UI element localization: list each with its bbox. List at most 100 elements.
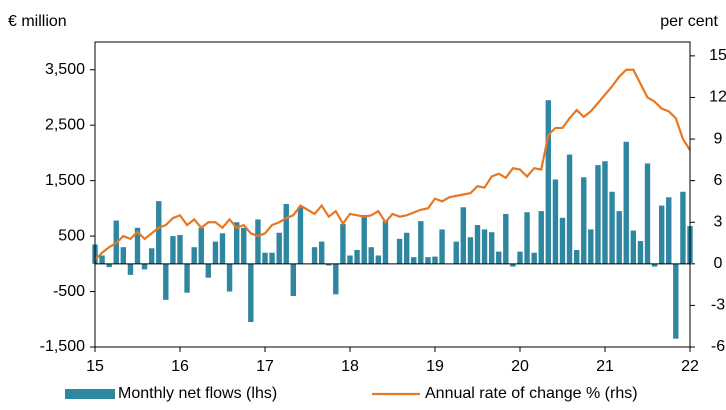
bar — [248, 264, 253, 322]
y2-tick-label: -3 — [711, 297, 725, 314]
bar — [354, 250, 359, 264]
bar — [454, 242, 459, 264]
y-tick-label: 1,500 — [45, 172, 85, 189]
plot-frame — [95, 42, 690, 347]
bar — [680, 192, 685, 264]
x-tick-label: 17 — [256, 358, 274, 375]
line — [95, 70, 690, 260]
x-tick-label: 21 — [596, 358, 614, 375]
bar — [418, 221, 423, 264]
bar — [383, 221, 388, 264]
bar — [411, 257, 416, 264]
bar — [560, 218, 565, 264]
bar — [121, 247, 126, 264]
bar — [347, 256, 352, 264]
bar — [340, 224, 345, 264]
bar — [227, 264, 232, 292]
y-tick-label: -1,500 — [40, 338, 85, 355]
y2-tick-label: 9 — [714, 130, 723, 147]
bar — [213, 242, 218, 264]
x-tick-label: 16 — [171, 358, 189, 375]
bar — [609, 192, 614, 264]
bar — [241, 228, 246, 264]
y-tick-label: 3,500 — [45, 61, 85, 78]
bar — [291, 264, 296, 296]
bar — [517, 252, 522, 264]
bar — [439, 229, 444, 263]
y-tick-label: -500 — [53, 283, 85, 300]
bar — [588, 229, 593, 263]
bar — [468, 237, 473, 264]
bar — [319, 242, 324, 264]
bar — [539, 211, 544, 264]
bar — [602, 161, 607, 264]
bar — [333, 264, 338, 295]
bar — [163, 264, 168, 300]
bar — [574, 250, 579, 264]
bar — [361, 215, 366, 264]
bar — [206, 264, 211, 278]
bar — [638, 241, 643, 264]
legend-swatch — [65, 389, 115, 399]
x-tick-label: 22 — [681, 358, 699, 375]
bar — [531, 253, 536, 264]
x-tick-label: 19 — [426, 358, 444, 375]
bar — [269, 253, 274, 264]
x-tick-label: 15 — [86, 358, 104, 375]
bar — [298, 207, 303, 264]
bar — [404, 233, 409, 264]
bar — [553, 180, 558, 264]
legend-label: Monthly net flows (lhs) — [118, 385, 277, 402]
bar — [255, 219, 260, 263]
y2-axis-label: per cent — [660, 13, 718, 30]
x-tick-label: 20 — [511, 358, 529, 375]
bar — [645, 163, 650, 263]
y-tick-label: 500 — [58, 227, 85, 244]
bar — [624, 142, 629, 264]
bar — [128, 264, 133, 275]
bar — [220, 233, 225, 264]
bar — [284, 204, 289, 264]
bar — [425, 257, 430, 264]
bar — [595, 165, 600, 264]
y2-tick-label: -6 — [711, 338, 725, 355]
bar — [99, 256, 104, 264]
bar — [524, 212, 529, 264]
bar — [149, 248, 154, 264]
y2-tick-label: 12 — [709, 89, 726, 106]
bar — [489, 232, 494, 264]
bar — [276, 233, 281, 264]
bar — [432, 257, 437, 264]
bar — [156, 201, 161, 264]
bar — [312, 247, 317, 264]
bar — [397, 239, 402, 264]
y2-tick-label: 6 — [714, 172, 723, 189]
y2-tick-label: 0 — [714, 255, 723, 272]
bar — [581, 177, 586, 264]
bar — [376, 256, 381, 264]
bar — [475, 225, 480, 264]
bar — [482, 229, 487, 263]
y2-tick-label: 15 — [709, 47, 726, 64]
x-tick-label: 18 — [341, 358, 359, 375]
y2-tick-label: 3 — [714, 213, 723, 230]
bar — [567, 155, 572, 264]
bar — [461, 207, 466, 264]
bar — [262, 253, 267, 264]
bar — [666, 197, 671, 264]
bar — [673, 264, 678, 339]
bar — [184, 264, 189, 293]
bar — [496, 252, 501, 264]
bar — [503, 214, 508, 264]
bar — [199, 228, 204, 264]
bar — [191, 247, 196, 264]
bar — [546, 100, 551, 264]
bar — [616, 211, 621, 264]
bar — [142, 264, 147, 270]
y-axis-label: € million — [8, 13, 67, 30]
bar — [177, 235, 182, 264]
bar — [659, 206, 664, 264]
y-tick-label: 2,500 — [45, 116, 85, 133]
